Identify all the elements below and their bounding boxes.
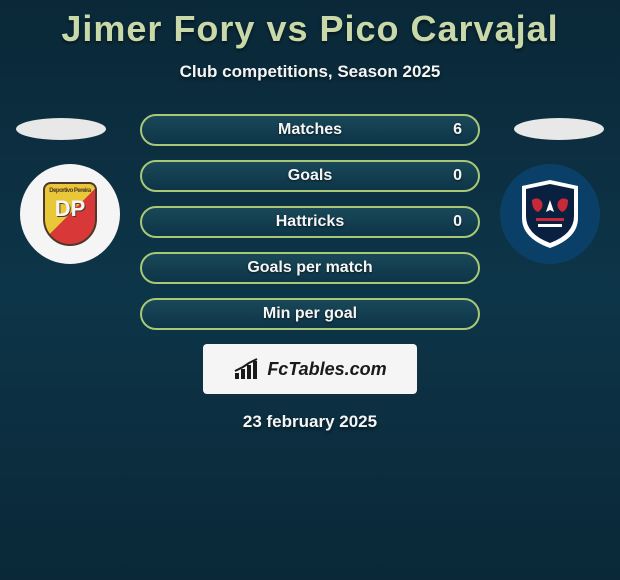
brand-name: FcTables.com: [267, 359, 386, 380]
bar-chart-icon: [233, 357, 261, 381]
stat-label: Goals: [288, 167, 332, 185]
brand-badge: FcTables.com: [203, 344, 417, 394]
stat-pill-goals: Goals 0: [140, 160, 480, 192]
subtitle: Club competitions, Season 2025: [0, 62, 620, 82]
date-text: 23 february 2025: [0, 412, 620, 432]
stat-row: Min per goal: [0, 298, 620, 330]
right-player-ellipse: [514, 118, 604, 140]
stat-label: Goals per match: [247, 259, 372, 277]
stat-pill-matches: Matches 6: [140, 114, 480, 146]
left-club-initials: DP: [55, 196, 86, 222]
stat-pill-min-per-goal: Min per goal: [140, 298, 480, 330]
page-title: Jimer Fory vs Pico Carvajal: [0, 0, 620, 50]
stat-pill-hattricks: Hattricks 0: [140, 206, 480, 238]
stat-label: Min per goal: [263, 305, 357, 323]
stat-pill-goals-per-match: Goals per match: [140, 252, 480, 284]
shield-icon: [518, 178, 582, 250]
left-club-logo: Deportivo Pereira DP: [20, 164, 120, 264]
left-player-ellipse: [16, 118, 106, 140]
shield-icon: Deportivo Pereira DP: [43, 182, 97, 246]
stat-label: Hattricks: [276, 213, 344, 231]
stat-label: Matches: [278, 121, 342, 139]
stat-value: 6: [453, 121, 462, 139]
left-club-name: Deportivo Pereira: [49, 188, 91, 194]
stats-container: Deportivo Pereira DP Matches 6 Goals 0: [0, 114, 620, 330]
right-club-logo: [500, 164, 600, 264]
stat-value: 0: [453, 213, 462, 231]
stat-value: 0: [453, 167, 462, 185]
